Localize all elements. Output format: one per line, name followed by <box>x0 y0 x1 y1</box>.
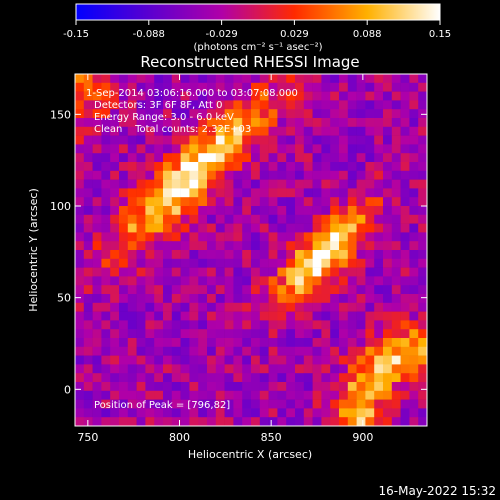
annotation-time-range: 1-Sep-2014 03:06:16.000 to 03:07:08.000 <box>86 88 298 99</box>
colorbar-tick-label: 0.15 <box>429 29 451 40</box>
y-tick-label: 50 <box>57 292 71 305</box>
y-tick-label: 100 <box>50 200 71 213</box>
colorbar-ticks: -0.15 -0.088 -0.029 0.029 0.088 0.15 <box>63 20 451 40</box>
colorbar-unit-label: (photons cm⁻² s⁻¹ asec⁻²) <box>193 42 322 53</box>
colorbar: -0.15 -0.088 -0.029 0.029 0.088 0.15 (photons… <box>63 3 451 53</box>
x-tick-label: 900 <box>352 431 373 444</box>
x-axis-label: Heliocentric X (arcsec) <box>188 448 312 461</box>
axis-ticks: 750 800 850 900 0 50 100 150 <box>50 74 427 444</box>
colorbar-tick-label: -0.15 <box>63 29 89 40</box>
annotation-clean-counts: Clean Total counts: 2.32E+03 <box>94 124 251 135</box>
observation-info: 1-Sep-2014 03:06:16.000 to 03:07:08.000 … <box>86 88 298 135</box>
y-tick-label: 0 <box>64 383 71 396</box>
colorbar-gradient <box>75 3 441 21</box>
colorbar-tick-label: 0.088 <box>353 29 382 40</box>
x-tick-label: 750 <box>77 431 98 444</box>
peak-position-label: Position of Peak = [796,82] <box>94 400 230 411</box>
x-tick-label: 850 <box>261 431 282 444</box>
colorbar-tick-label: -0.088 <box>133 29 165 40</box>
footer-date: 16-May-2022 15:32 <box>379 484 496 498</box>
colorbar-tick-label: 0.029 <box>280 29 309 40</box>
x-tick-label: 800 <box>169 431 190 444</box>
y-axis-label: Heliocentric Y (arcsec) <box>27 188 40 312</box>
annotation-detectors: Detectors: 3F 6F 8F, Att 0 <box>94 100 222 111</box>
y-tick-label: 150 <box>50 108 71 121</box>
plot-frame <box>74 73 428 427</box>
heatmap-image <box>75 74 428 427</box>
annotation-energy-range: Energy Range: 3.0 - 6.0 keV <box>94 112 234 123</box>
colorbar-tick-label: -0.029 <box>205 29 237 40</box>
chart-title: Reconstructed RHESSI Image <box>140 53 359 71</box>
